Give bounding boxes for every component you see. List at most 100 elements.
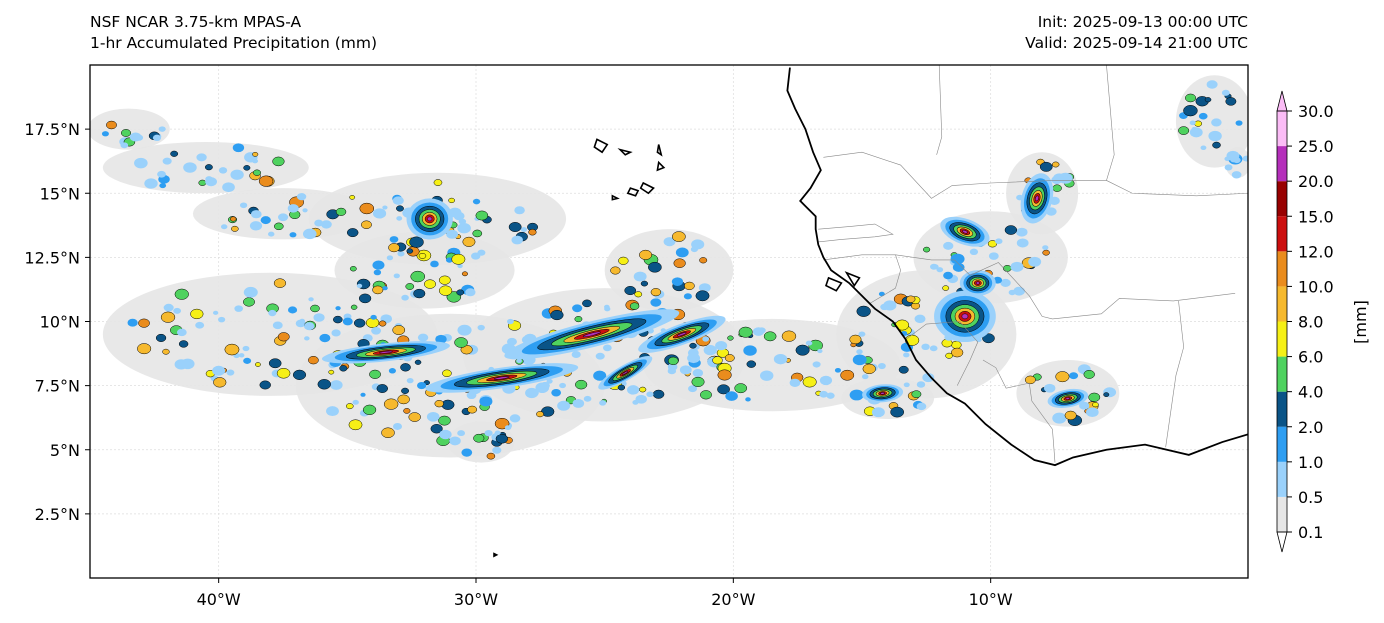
precip-cell: [702, 336, 710, 342]
precip-cell: [752, 327, 765, 336]
precip-cell: [308, 356, 319, 365]
precip-cell: [178, 340, 189, 348]
colorbar-tick-label: 12.0: [1298, 242, 1334, 261]
precip-cell: [174, 288, 189, 300]
precip-cell: [317, 379, 331, 390]
precip-cell: [176, 328, 187, 337]
precip-cell: [1224, 164, 1233, 171]
precip-cell: [392, 422, 403, 430]
colorbar-tick-label: 10.0: [1298, 277, 1334, 296]
precip-cell: [101, 131, 109, 137]
precip-core: [582, 331, 601, 338]
precip-cell: [409, 236, 424, 248]
colorbar: 0.1 0.5 1.0 2.0 4.0 6.0 8.0 10.0 12.0 15.0 20.0 25.…: [1276, 90, 1370, 553]
precip-cell: [1052, 161, 1060, 168]
precip-cell: [383, 398, 399, 410]
precip-cell: [1002, 265, 1012, 272]
map-axes: 40°W 30°W 20°W 10°W 2.5°N 5°N 7.5°N 10°N 12.5°N 1…: [24, 120, 1013, 609]
precip-cell: [242, 345, 250, 352]
precip-cell: [840, 369, 855, 381]
colorbar-segment: [1277, 111, 1287, 147]
island-coastline: [824, 276, 843, 292]
colorbar-tick-label: 6.0: [1298, 348, 1323, 367]
precip-light-region: [90, 108, 170, 150]
precip-cell: [819, 390, 829, 398]
precip-cell: [372, 260, 385, 270]
precip-cell: [388, 368, 396, 374]
lat-tick-label: 5°N: [50, 441, 80, 460]
precip-cell: [243, 286, 258, 298]
colorbar-tick-label: 2.0: [1298, 418, 1323, 437]
precip-cell: [1194, 120, 1203, 127]
coastlines: [493, 67, 1248, 558]
country-border: [1106, 180, 1248, 197]
precip-cell: [448, 197, 455, 204]
precip-cell: [358, 293, 372, 304]
precip-cell: [819, 375, 833, 386]
precip-cell: [299, 318, 306, 324]
precip-cell: [1198, 112, 1208, 120]
colorbar-segment: [1277, 461, 1287, 497]
precip-cell: [252, 169, 261, 176]
precip-cell: [359, 202, 375, 215]
precip-cell: [646, 391, 654, 398]
precip-cell: [268, 309, 277, 317]
precip-cell: [715, 341, 728, 351]
precip-cell: [461, 448, 473, 457]
precip-cell: [856, 305, 871, 317]
precip-cell: [162, 157, 172, 165]
precip-cell: [484, 430, 493, 437]
precip-cell: [692, 368, 704, 377]
precip-cell: [633, 271, 647, 282]
precip-cell: [995, 238, 1003, 245]
precip-cell: [329, 380, 343, 390]
precip-cell: [1206, 80, 1218, 89]
precip-cell: [1221, 89, 1230, 96]
lat-tick-label: 2.5°N: [35, 505, 80, 524]
precip-cell: [602, 344, 612, 352]
precip-cell: [406, 248, 414, 254]
precip-cell: [700, 390, 712, 400]
precip-cell: [629, 302, 640, 310]
precip-cell: [268, 358, 282, 369]
precip-cell: [1212, 141, 1221, 149]
precip-cell: [506, 318, 514, 325]
precip-cell: [936, 267, 944, 273]
precip-cell: [695, 290, 710, 302]
precip-core: [427, 216, 433, 222]
precip-cell: [180, 358, 195, 370]
precip-cell: [690, 246, 698, 253]
precip-cell: [382, 205, 388, 210]
precip-cell: [220, 224, 228, 230]
precip-cell: [392, 196, 404, 205]
colorbar-extend-max: [1276, 90, 1288, 112]
precip-cell: [356, 283, 363, 288]
precip-core: [493, 376, 510, 380]
precip-cell: [417, 381, 427, 390]
precip-cell: [457, 263, 463, 269]
precip-cell: [457, 222, 471, 234]
precip-cell: [856, 349, 863, 355]
init-time: Init: 2025-09-13 00:00 UTC: [1037, 13, 1248, 31]
precip-cell: [1064, 410, 1077, 421]
precip-cell: [1000, 278, 1011, 287]
precip-cell: [239, 202, 248, 209]
country-border: [1165, 300, 1184, 448]
precip-cell: [679, 365, 692, 375]
precip-cell: [942, 285, 950, 291]
precip-cell: [689, 342, 697, 349]
precip-cell: [121, 129, 131, 137]
precip-cell: [292, 369, 307, 380]
precip-cell: [862, 363, 876, 374]
precip-cell: [914, 314, 926, 324]
precip-cell: [1010, 261, 1024, 272]
country-border: [869, 254, 901, 304]
precip-cell: [903, 352, 910, 358]
precip-cell: [911, 390, 922, 399]
precip-core: [962, 229, 968, 234]
colorbar-tick-label: 25.0: [1298, 137, 1334, 156]
precip-cell: [852, 354, 867, 366]
lat-tick-label: 10°N: [40, 313, 80, 332]
colorbar-extend-min: [1276, 531, 1288, 553]
title-right: Init: 2025-09-13 00:00 UTC Valid: 2025-0…: [1025, 12, 1248, 54]
